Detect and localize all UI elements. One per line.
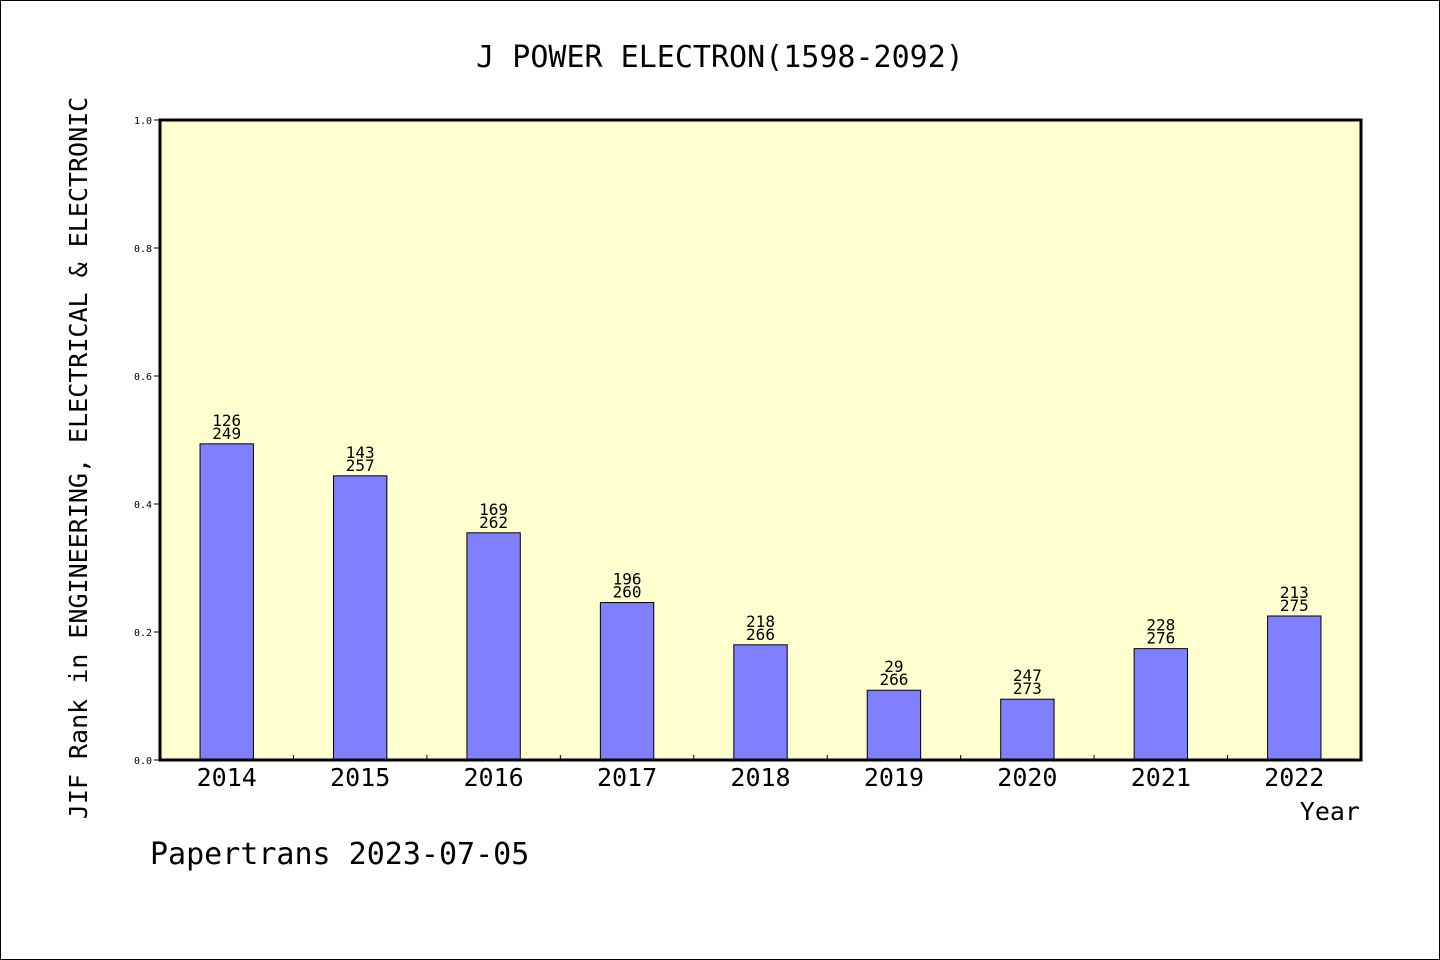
x-axis-label: Year	[1300, 797, 1360, 826]
x-tick-label: 2018	[730, 763, 790, 792]
data-label-total: 276	[1146, 629, 1175, 648]
data-label-rank: 196	[613, 570, 642, 589]
y-axis-label: JIF Rank in ENGINEERING, ELECTRICAL & EL…	[64, 97, 93, 819]
data-label-rank: 213	[1280, 583, 1309, 602]
data-label-total: 275	[1280, 596, 1309, 615]
data-label-total: 273	[1013, 679, 1042, 698]
chart-title: J POWER ELECTRON(1598-2092)	[476, 40, 964, 75]
y-tick-label: 0.0	[134, 756, 152, 767]
x-tick-label: 2017	[597, 763, 657, 792]
bar-2015	[332, 475, 388, 761]
x-tick-label: 2015	[330, 763, 390, 792]
x-tick-label: 2016	[464, 763, 524, 792]
data-label-rank: 126	[212, 411, 241, 430]
data-label-rank: 169	[479, 500, 508, 519]
bar-2014	[199, 443, 254, 761]
data-label-total: 249	[212, 424, 241, 443]
data-label-total: 266	[879, 670, 908, 689]
data-label-total: 266	[746, 625, 775, 644]
bars-group	[199, 443, 1322, 761]
bar-2019	[866, 689, 922, 761]
y-tick-label: 0.2	[134, 628, 152, 639]
y-tick-label: 0.6	[134, 372, 152, 383]
footer-credit: Papertrans 2023-07-05	[150, 837, 529, 872]
data-label-rank: 247	[1013, 666, 1042, 685]
x-tick-label: 2021	[1131, 763, 1191, 792]
x-tick-label: 2019	[864, 763, 924, 792]
data-label-rank: 143	[346, 443, 375, 462]
plot-border	[158, 118, 1363, 762]
x-tick-label: 2022	[1264, 763, 1324, 792]
data-label-rank: 29	[884, 657, 903, 676]
data-label-total: 260	[613, 583, 642, 602]
data-label-rank: 228	[1146, 616, 1175, 635]
bar-2018	[733, 644, 788, 761]
data-label-total: 262	[479, 513, 508, 532]
data-label-total: 257	[346, 456, 375, 475]
data-label-rank: 218	[746, 612, 775, 631]
bar-2022	[1267, 615, 1322, 761]
bar-2021	[1133, 648, 1189, 761]
y-axis-ticks: 0.0 0.2 0.4 0.6 0.8 1.0	[134, 116, 160, 767]
y-tick-label: 1.0	[134, 116, 152, 127]
bar-2016	[466, 532, 521, 761]
y-tick-label: 0.4	[134, 500, 152, 511]
bar-2017	[599, 602, 655, 761]
x-tick-label: 2014	[197, 763, 257, 792]
bar-2020	[1000, 698, 1055, 761]
x-tick-label: 2020	[997, 763, 1057, 792]
x-axis-ticks: 2014 2015 2016 2017 2018 2019 2020 2021 2022	[197, 755, 1324, 792]
y-tick-label: 0.8	[134, 244, 152, 255]
